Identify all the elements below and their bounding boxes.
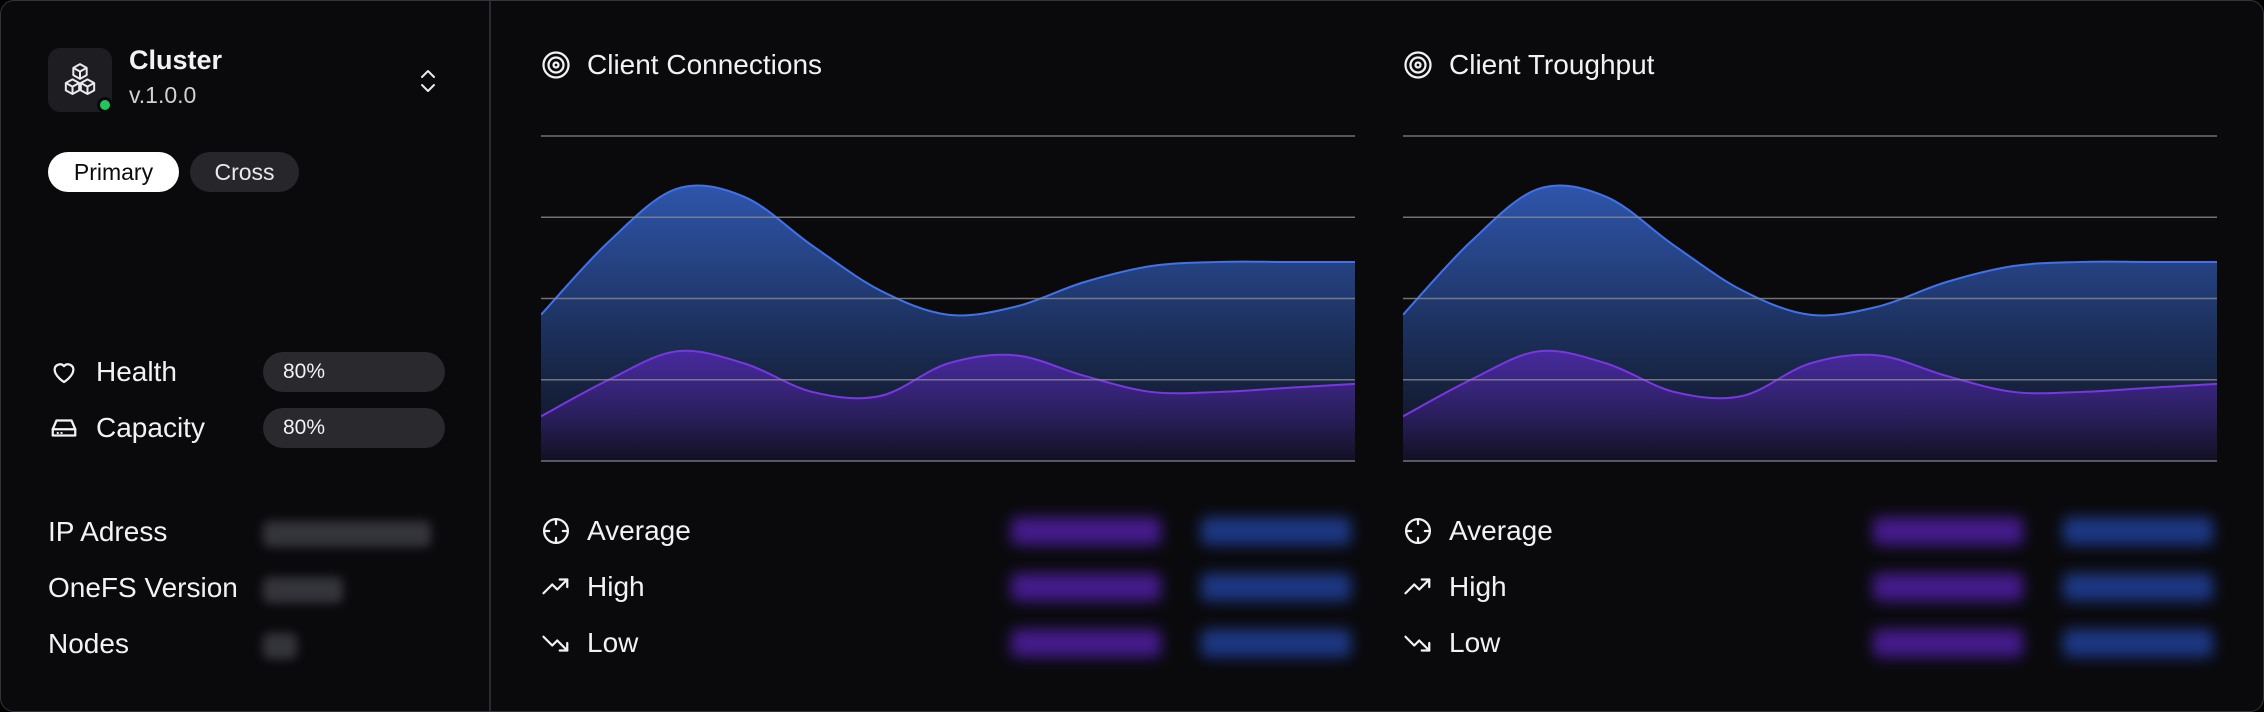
legend-average: Average bbox=[1403, 511, 1553, 551]
ip-address-value-redacted bbox=[263, 521, 431, 547]
low-value-1-redacted bbox=[1011, 629, 1161, 657]
low-value-2-redacted bbox=[2063, 629, 2213, 657]
cluster-version: v.1.0.0 bbox=[129, 82, 197, 108]
target-icon bbox=[1404, 51, 1432, 79]
hard-drive-icon bbox=[48, 412, 80, 444]
legend-low-label: Low bbox=[1449, 627, 1501, 658]
average-value-1-redacted bbox=[1011, 517, 1161, 545]
legend-average-label: Average bbox=[587, 515, 691, 546]
series-2-area bbox=[541, 350, 1355, 461]
nodes-label: Nodes bbox=[48, 628, 129, 659]
trending-down-icon bbox=[542, 635, 569, 652]
tab-cross[interactable]: Cross bbox=[190, 152, 299, 192]
crosshair-icon bbox=[1405, 518, 1431, 544]
health-label: Health bbox=[96, 356, 177, 387]
average-value-2-redacted bbox=[2063, 517, 2213, 545]
legend-low: Low bbox=[1403, 623, 1500, 663]
legend-average: Average bbox=[541, 511, 691, 551]
high-value-2-redacted bbox=[2063, 573, 2213, 601]
legend-low: Low bbox=[541, 623, 638, 663]
client-throughput-panel: Client Troughput Average High Low bbox=[1403, 1, 2217, 711]
series-1-line bbox=[1403, 184, 2217, 317]
crosshair-icon bbox=[543, 518, 569, 544]
legend-low-label: Low bbox=[587, 627, 639, 658]
low-value-2-redacted bbox=[1201, 629, 1351, 657]
high-value-2-redacted bbox=[1201, 573, 1351, 601]
high-value-1-redacted bbox=[1873, 573, 2023, 601]
chevrons-up-down-icon bbox=[421, 70, 435, 92]
trending-up-icon bbox=[1404, 578, 1431, 595]
onefs-version-value-redacted bbox=[263, 577, 343, 603]
nodes-value-redacted bbox=[263, 633, 297, 659]
high-value-1-redacted bbox=[1011, 573, 1161, 601]
panel-title: Client Troughput bbox=[1449, 49, 1655, 80]
panel-title: Client Connections bbox=[587, 49, 823, 80]
legend-average-label: Average bbox=[1449, 515, 1553, 546]
average-value-1-redacted bbox=[1873, 517, 2023, 545]
capacity-label: Capacity bbox=[96, 412, 205, 443]
cluster-name: Cluster bbox=[129, 45, 223, 75]
cluster-avatar bbox=[48, 48, 112, 112]
status-online-dot bbox=[97, 97, 113, 113]
series-1-line bbox=[541, 184, 1355, 317]
cluster-sidebar: Cluster v.1.0.0 Primary Cross Health 80% bbox=[1, 1, 491, 711]
legend-high-label: High bbox=[587, 571, 645, 602]
heart-icon bbox=[48, 356, 80, 388]
trending-down-icon bbox=[1404, 635, 1431, 652]
legend-high: High bbox=[541, 567, 645, 607]
cubes-icon bbox=[64, 63, 96, 95]
health-row: Health bbox=[48, 352, 177, 392]
series-2-area bbox=[1403, 350, 2217, 461]
ip-address-label: IP Adress bbox=[48, 516, 168, 547]
series-2-line bbox=[541, 349, 1355, 418]
trending-up-icon bbox=[542, 578, 569, 595]
client-throughput-header: Client Troughput bbox=[1403, 49, 1654, 81]
client-throughput-chart bbox=[1403, 135, 2217, 462]
health-value: 80% bbox=[263, 352, 445, 392]
tab-primary[interactable]: Primary bbox=[48, 152, 179, 192]
capacity-row: Capacity bbox=[48, 408, 205, 448]
low-value-1-redacted bbox=[1873, 629, 2023, 657]
onefs-version-label: OneFS Version bbox=[48, 572, 238, 603]
legend-high: High bbox=[1403, 567, 1507, 607]
target-icon bbox=[542, 51, 570, 79]
client-connections-header: Client Connections bbox=[541, 49, 822, 81]
legend-high-label: High bbox=[1449, 571, 1507, 602]
series-2-line bbox=[1403, 349, 2217, 418]
cluster-switcher-button[interactable] bbox=[411, 63, 445, 99]
capacity-value: 80% bbox=[263, 408, 445, 448]
average-value-2-redacted bbox=[1201, 517, 1351, 545]
client-connections-chart bbox=[541, 135, 1355, 462]
client-connections-panel: Client Connections Average High Low bbox=[541, 1, 1355, 711]
